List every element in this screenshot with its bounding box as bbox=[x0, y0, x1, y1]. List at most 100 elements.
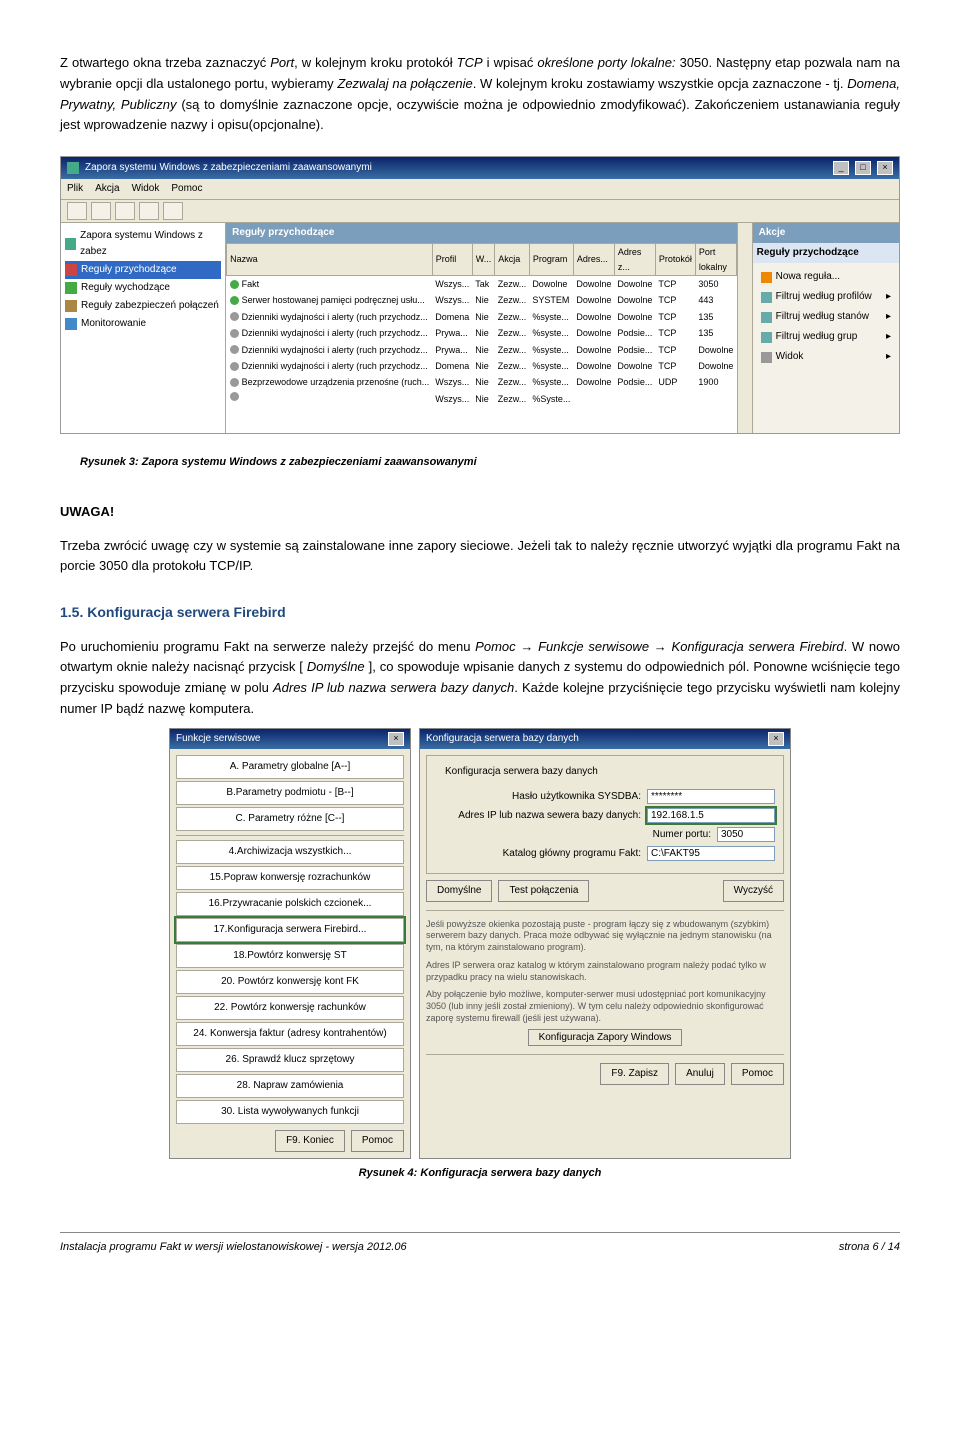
group-title: Konfiguracja serwera bazy danych bbox=[441, 764, 602, 780]
table-row[interactable]: Dzienniki wydajności i alerty (ruch przy… bbox=[227, 358, 737, 374]
tree-item[interactable]: Reguły przychodzące bbox=[65, 261, 221, 279]
config-group: Konfiguracja serwera bazy danych Hasło u… bbox=[426, 755, 784, 874]
menu-plik[interactable]: Plik bbox=[67, 181, 83, 197]
actions-subheader: Reguły przychodzące bbox=[753, 243, 899, 263]
tree-icon bbox=[65, 264, 77, 276]
column-header[interactable]: Adres z... bbox=[614, 244, 655, 276]
paragraph-3: Po uruchomieniu programu Fakt na serwerz… bbox=[60, 637, 900, 720]
table-row[interactable]: FaktWszys...TakZezw...DowolneDowolneDowo… bbox=[227, 275, 737, 292]
action-link[interactable]: Filtruj według profilów▸ bbox=[761, 287, 891, 307]
input-password[interactable] bbox=[647, 789, 775, 804]
list-item[interactable]: B.Parametry podmiotu - [B--] bbox=[176, 781, 404, 805]
dialog2-close[interactable]: × bbox=[768, 732, 784, 746]
tree-icon bbox=[65, 318, 77, 330]
page-footer: Instalacja programu Fakt w wersji wielos… bbox=[60, 1232, 900, 1257]
btn-default[interactable]: Domyślne bbox=[426, 880, 492, 902]
list-item[interactable]: 26. Sprawdź klucz sprzętowy bbox=[176, 1048, 404, 1072]
tool-help[interactable] bbox=[163, 202, 183, 220]
tool-up[interactable] bbox=[115, 202, 135, 220]
status-dot bbox=[230, 280, 239, 289]
uwaga-heading: UWAGA! bbox=[60, 502, 900, 523]
rules-table: NazwaProfilW...AkcjaProgramAdres...Adres… bbox=[226, 243, 737, 433]
btn-firewall-config[interactable]: Konfiguracja Zapory Windows bbox=[528, 1029, 683, 1046]
btn-help2[interactable]: Pomoc bbox=[731, 1063, 784, 1085]
column-header[interactable]: Port lokalny bbox=[695, 244, 736, 276]
action-icon bbox=[761, 292, 772, 303]
action-link[interactable]: Widok▸ bbox=[761, 347, 891, 367]
table-row[interactable]: Dzienniki wydajności i alerty (ruch przy… bbox=[227, 309, 737, 325]
column-header[interactable]: Protokół bbox=[655, 244, 695, 276]
list-item[interactable]: 17.Konfiguracja serwera Firebird... bbox=[176, 918, 404, 942]
tree-item[interactable]: Reguły wychodzące bbox=[65, 279, 221, 297]
list-item[interactable]: 22. Powtórz konwersję rachunków bbox=[176, 996, 404, 1020]
menu-pomoc[interactable]: Pomoc bbox=[171, 181, 202, 197]
paragraph-1: Z otwartego okna trzeba zaznaczyć Port, … bbox=[60, 53, 900, 136]
btn-help1[interactable]: Pomoc bbox=[351, 1130, 404, 1152]
dialog1-close[interactable]: × bbox=[388, 732, 404, 746]
input-catalog[interactable] bbox=[647, 846, 775, 861]
note-2: Adres IP serwera oraz katalog w którym z… bbox=[426, 960, 784, 983]
tree-icon bbox=[65, 238, 76, 250]
status-dot bbox=[230, 329, 239, 338]
table-row[interactable]: Bezprzewodowe urządzenia przenośne (ruch… bbox=[227, 374, 737, 390]
footer-left: Instalacja programu Fakt w wersji wielos… bbox=[60, 1239, 407, 1257]
status-dot bbox=[230, 378, 239, 387]
rules-header: Reguły przychodzące bbox=[226, 223, 737, 243]
list-item[interactable]: C. Parametry różne [C--] bbox=[176, 807, 404, 831]
input-port[interactable] bbox=[717, 827, 775, 842]
menu-widok[interactable]: Widok bbox=[132, 181, 160, 197]
column-header[interactable]: Nazwa bbox=[227, 244, 433, 276]
label-port: Numer portu: bbox=[653, 827, 711, 843]
btn-end[interactable]: F9. Koniec bbox=[275, 1130, 345, 1152]
btn-save[interactable]: F9. Zapisz bbox=[600, 1063, 669, 1085]
tree-item[interactable]: Monitorowanie bbox=[65, 315, 221, 333]
note-3: Aby połączenie było możliwe, komputer-se… bbox=[426, 989, 784, 1024]
column-header[interactable]: Akcja bbox=[495, 244, 530, 276]
table-row[interactable]: Dzienniki wydajności i alerty (ruch przy… bbox=[227, 325, 737, 341]
list-item[interactable]: 24. Konwersja faktur (adresy kontrahentó… bbox=[176, 1022, 404, 1046]
caption-1: Rysunek 3: Zapora systemu Windows z zabe… bbox=[80, 454, 900, 472]
dialog2-titlebar: Konfiguracja serwera bazy danych × bbox=[420, 729, 790, 749]
tree-item[interactable]: Zapora systemu Windows z zabez bbox=[65, 227, 221, 261]
column-header[interactable]: Adres... bbox=[573, 244, 614, 276]
action-link[interactable]: Filtruj według stanów▸ bbox=[761, 307, 891, 327]
close-button[interactable]: × bbox=[877, 161, 893, 175]
list-item[interactable]: 28. Napraw zamówienia bbox=[176, 1074, 404, 1098]
arrow-icon: ▸ bbox=[886, 349, 891, 365]
table-row[interactable]: Serwer hostowanej pamięci podręcznej usł… bbox=[227, 292, 737, 308]
list-item[interactable]: 4.Archiwizacja wszystkich... bbox=[176, 840, 404, 864]
table-row[interactable]: Dzienniki wydajności i alerty (ruch przy… bbox=[227, 342, 737, 358]
maximize-button[interactable]: □ bbox=[855, 161, 871, 175]
list-item[interactable]: A. Parametry globalne [A--] bbox=[176, 755, 404, 779]
list-item[interactable]: 20. Powtórz konwersję kont FK bbox=[176, 970, 404, 994]
list-item[interactable]: 15.Popraw konwersję rozrachunków bbox=[176, 866, 404, 890]
tree-icon bbox=[65, 282, 77, 294]
tree-item[interactable]: Reguły zabezpieczeń połączeń bbox=[65, 297, 221, 315]
input-ip[interactable] bbox=[647, 808, 775, 823]
table-row[interactable]: Wszys...NieZezw...%Syste... bbox=[227, 391, 737, 407]
list-item[interactable]: 16.Przywracanie polskich czcionek... bbox=[176, 892, 404, 916]
shield-icon bbox=[67, 162, 79, 174]
tool-back[interactable] bbox=[67, 202, 87, 220]
action-link[interactable]: Filtruj według grup▸ bbox=[761, 327, 891, 347]
btn-clear[interactable]: Wyczyść bbox=[723, 880, 784, 902]
menu-akcja[interactable]: Akcja bbox=[95, 181, 119, 197]
column-header[interactable]: Program bbox=[529, 244, 573, 276]
action-link[interactable]: Nowa reguła... bbox=[761, 267, 891, 287]
tool-refresh[interactable] bbox=[139, 202, 159, 220]
list-item[interactable]: 18.Powtórz konwersję ST bbox=[176, 944, 404, 968]
list-item[interactable]: 30. Lista wywoływanych funkcji bbox=[176, 1100, 404, 1124]
table-scrollbar[interactable] bbox=[737, 223, 752, 433]
status-dot bbox=[230, 362, 239, 371]
action-icon bbox=[761, 352, 772, 363]
column-header[interactable]: Profil bbox=[432, 244, 472, 276]
minimize-button[interactable]: _ bbox=[833, 161, 849, 175]
tool-fwd[interactable] bbox=[91, 202, 111, 220]
btn-cancel[interactable]: Anuluj bbox=[675, 1063, 725, 1085]
tree-icon bbox=[65, 300, 77, 312]
column-header[interactable]: W... bbox=[472, 244, 495, 276]
label-ip: Adres IP lub nazwa sewera bazy danych: bbox=[458, 808, 641, 824]
action-icon bbox=[761, 272, 772, 283]
btn-test[interactable]: Test połączenia bbox=[498, 880, 589, 902]
footer-right: strona 6 / 14 bbox=[839, 1239, 900, 1257]
